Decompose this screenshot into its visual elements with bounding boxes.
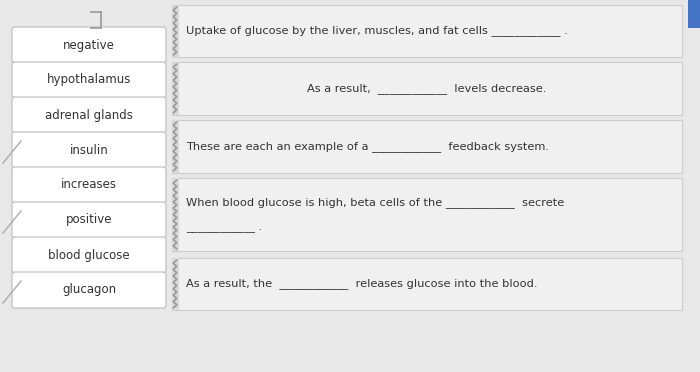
Text: As a result, the  ____________  releases glucose into the blood.: As a result, the ____________ releases g… bbox=[186, 279, 538, 289]
FancyBboxPatch shape bbox=[12, 202, 166, 238]
Text: insulin: insulin bbox=[69, 144, 108, 157]
FancyBboxPatch shape bbox=[172, 62, 179, 115]
FancyBboxPatch shape bbox=[12, 62, 166, 98]
FancyBboxPatch shape bbox=[172, 62, 682, 115]
Text: Uptake of glucose by the liver, muscles, and fat cells ____________ .: Uptake of glucose by the liver, muscles,… bbox=[186, 26, 568, 36]
Text: As a result,  ____________  levels decrease.: As a result, ____________ levels decreas… bbox=[307, 83, 547, 94]
FancyBboxPatch shape bbox=[688, 0, 700, 28]
Text: These are each an example of a ____________  feedback system.: These are each an example of a _________… bbox=[186, 141, 549, 152]
FancyBboxPatch shape bbox=[12, 272, 166, 308]
FancyBboxPatch shape bbox=[12, 237, 166, 273]
FancyBboxPatch shape bbox=[12, 167, 166, 203]
FancyBboxPatch shape bbox=[12, 132, 166, 168]
Text: adrenal glands: adrenal glands bbox=[45, 109, 133, 122]
FancyBboxPatch shape bbox=[172, 178, 179, 251]
Text: hypothalamus: hypothalamus bbox=[47, 74, 131, 87]
Text: increases: increases bbox=[61, 179, 117, 192]
FancyBboxPatch shape bbox=[172, 120, 179, 173]
Text: When blood glucose is high, beta cells of the ____________  secrete: When blood glucose is high, beta cells o… bbox=[186, 197, 564, 208]
FancyBboxPatch shape bbox=[172, 5, 682, 57]
FancyBboxPatch shape bbox=[172, 120, 682, 173]
FancyBboxPatch shape bbox=[172, 5, 179, 57]
Text: negative: negative bbox=[63, 38, 115, 51]
FancyBboxPatch shape bbox=[12, 97, 166, 133]
FancyBboxPatch shape bbox=[172, 258, 179, 310]
FancyBboxPatch shape bbox=[172, 258, 682, 310]
Text: ____________ .: ____________ . bbox=[186, 222, 262, 232]
FancyBboxPatch shape bbox=[172, 178, 682, 251]
FancyBboxPatch shape bbox=[12, 27, 166, 63]
Text: glucagon: glucagon bbox=[62, 283, 116, 296]
Text: blood glucose: blood glucose bbox=[48, 248, 130, 262]
Text: positive: positive bbox=[66, 214, 112, 227]
